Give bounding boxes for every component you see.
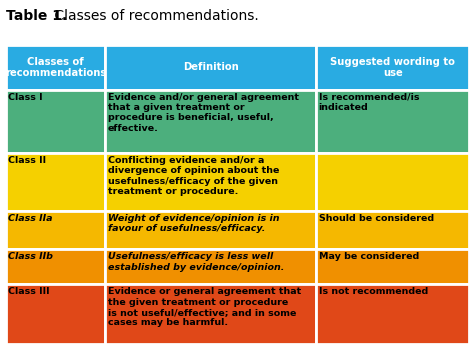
- Text: Weight of evidence/opinion is in
favour of usefulness/efficacy.: Weight of evidence/opinion is in favour …: [108, 214, 279, 234]
- Text: Conflicting evidence and/or a
divergence of opinion about the
usefulness/efficac: Conflicting evidence and/or a divergence…: [108, 156, 279, 196]
- Text: Is not recommended: Is not recommended: [319, 287, 428, 296]
- Text: Classes of recommendations.: Classes of recommendations.: [50, 9, 258, 22]
- Text: Should be considered: Should be considered: [319, 214, 434, 223]
- Text: Definition: Definition: [183, 62, 239, 72]
- Text: Classes of
recommendations: Classes of recommendations: [5, 57, 106, 78]
- Text: Suggested wording to
use: Suggested wording to use: [330, 57, 455, 78]
- Text: Class I: Class I: [8, 93, 43, 102]
- Text: May be considered: May be considered: [319, 252, 419, 261]
- Text: Class IIb: Class IIb: [8, 252, 53, 261]
- Text: Class III: Class III: [8, 287, 50, 296]
- Text: Class IIa: Class IIa: [8, 214, 53, 223]
- Text: Class II: Class II: [8, 156, 46, 165]
- Text: Evidence or general agreement that
the given treatment or procedure
is not usefu: Evidence or general agreement that the g…: [108, 287, 301, 327]
- Text: Evidence and/or general agreement
that a given treatment or
procedure is benefic: Evidence and/or general agreement that a…: [108, 93, 299, 133]
- Text: Is recommended/is
indicated: Is recommended/is indicated: [319, 93, 419, 112]
- Text: Table 1.: Table 1.: [6, 9, 67, 22]
- Text: Usefulness/efficacy is less well
established by evidence/opinion.: Usefulness/efficacy is less well establi…: [108, 252, 284, 272]
